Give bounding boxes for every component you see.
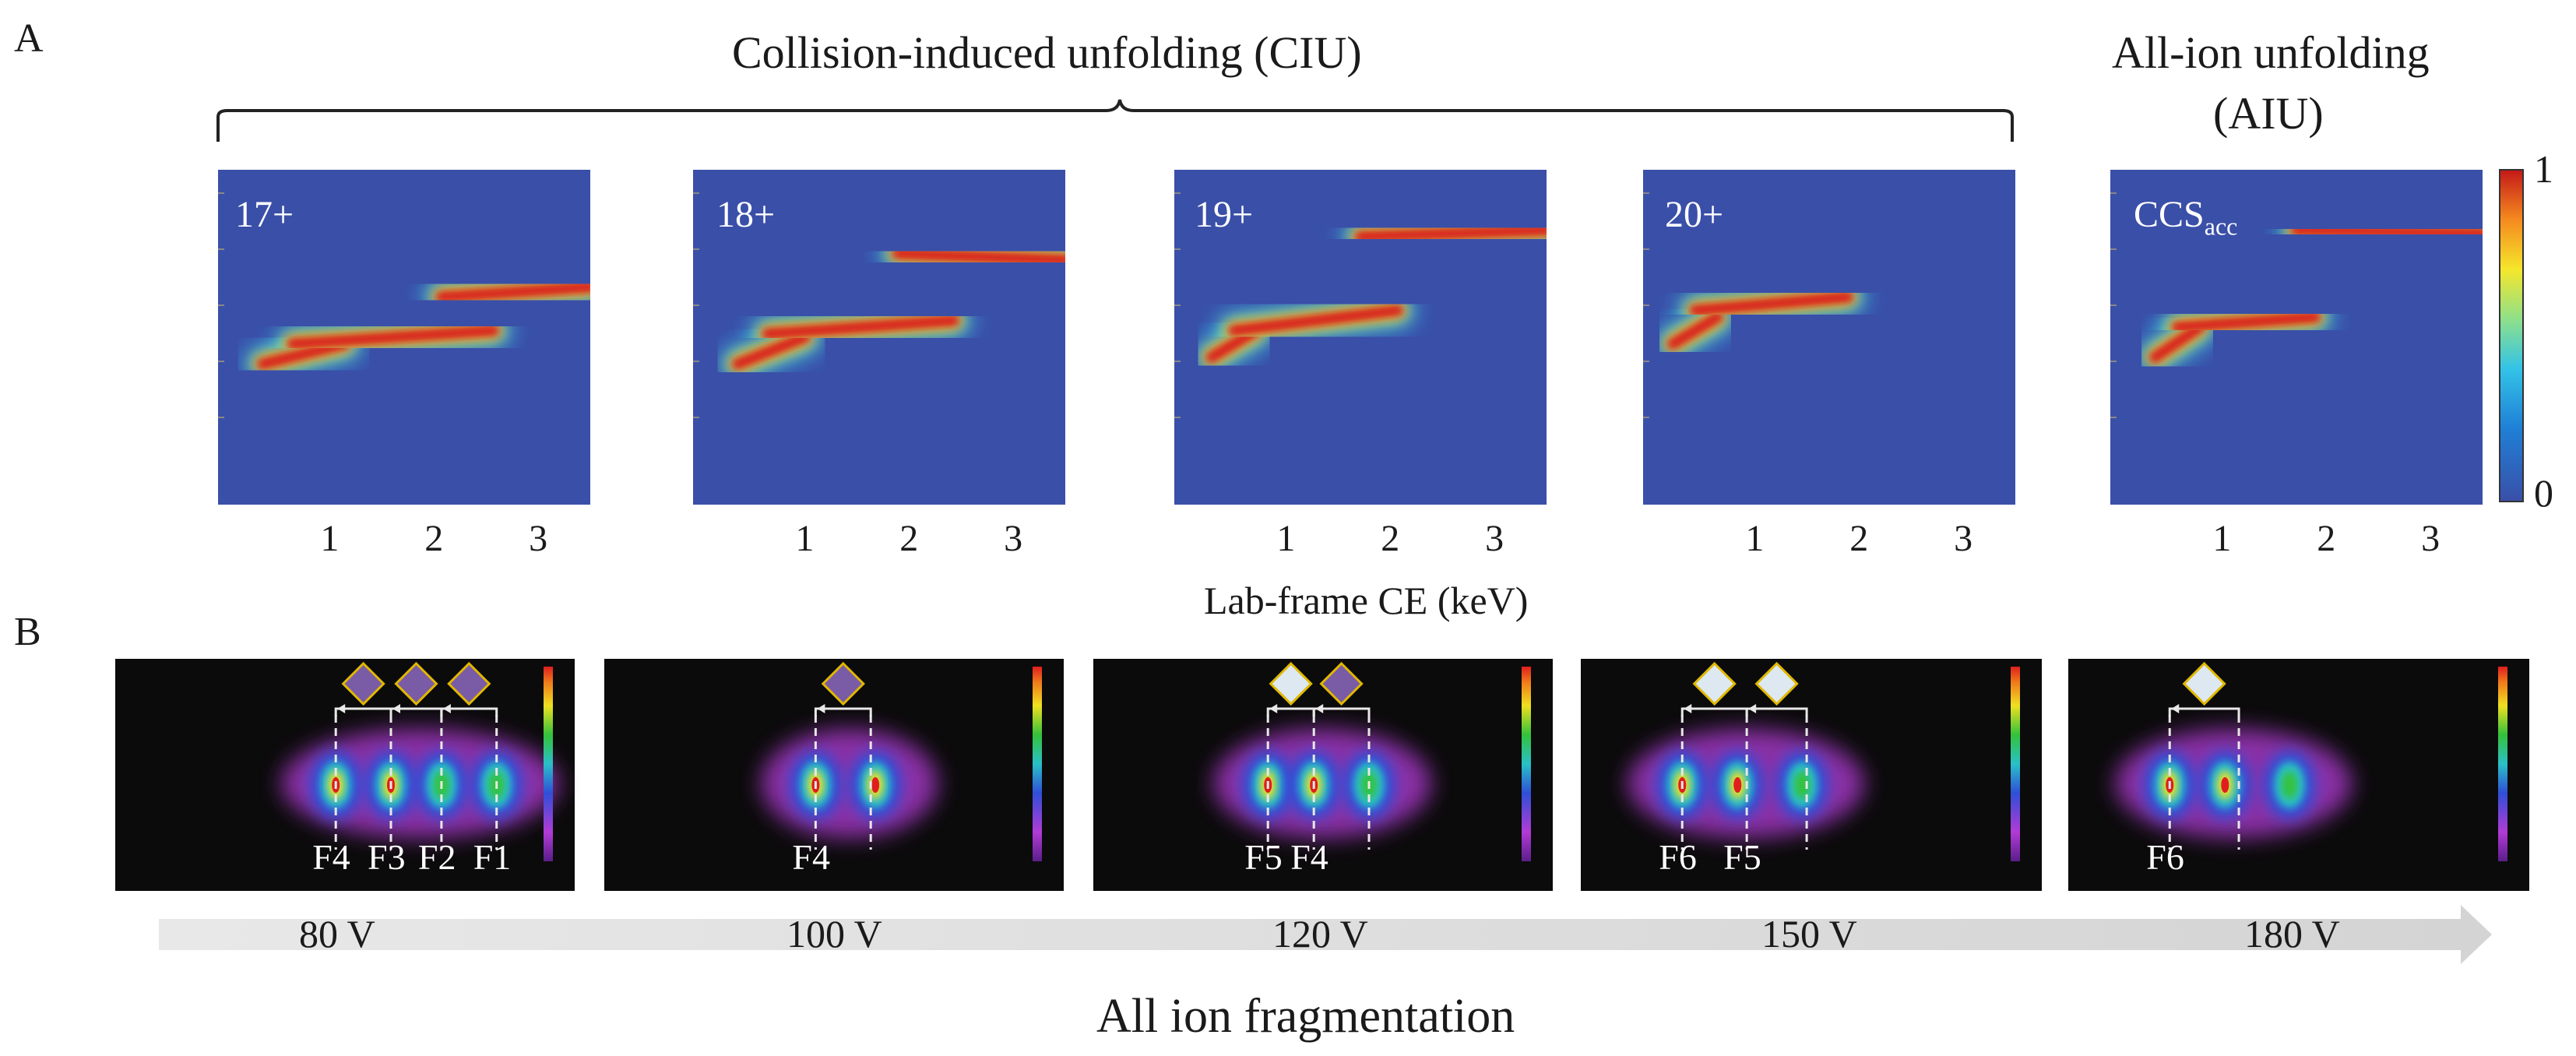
fragment-label: F4: [312, 837, 350, 877]
fragment-diamond: [341, 661, 385, 706]
spot-core: [2221, 777, 2229, 793]
colorbar-b: [1033, 667, 1042, 861]
fragment-diamond: [1692, 661, 1737, 706]
ciu-bracket: [216, 99, 2014, 142]
tick-label: 3: [529, 518, 548, 559]
ccs-label-sub: acc: [2204, 212, 2238, 241]
spot-core: [871, 777, 880, 793]
fragment-label: F5: [1244, 837, 1283, 877]
tick-label: 1: [320, 518, 340, 559]
ciu-title: Collision-induced unfolding (CIU): [732, 27, 1362, 78]
tick-label: 1: [2212, 518, 2232, 559]
fragment-diamond: [1269, 661, 1313, 706]
voltage-label-120: 120 V: [1272, 912, 1368, 956]
colorbar-b: [544, 667, 553, 861]
ccs-label-main: CCS: [2134, 194, 2205, 235]
aiu-title-line1: All-ion unfolding: [2112, 27, 2430, 78]
colorbar-b: [2498, 667, 2507, 861]
unfolding-band: [286, 324, 500, 350]
tick-label: 2: [424, 518, 444, 559]
fragment-label: F6: [1659, 837, 1697, 877]
voltage-arrow: [159, 905, 2492, 964]
fragmentation-panel-180 V: [2068, 659, 2529, 891]
tick-label: 2: [2317, 518, 2336, 559]
plot-label-20: 20+: [1665, 194, 1724, 235]
colorbar-min-label: 0: [2534, 471, 2553, 515]
tick-label: 3: [2421, 518, 2441, 559]
fragment-label: F4: [792, 837, 830, 877]
colorbar-a: [2499, 169, 2524, 502]
unfolding-band: [761, 314, 960, 340]
spot-core: [1733, 777, 1742, 793]
aiu-title-line2: (AIU): [2213, 88, 2324, 139]
panel-b-letter: B: [14, 610, 41, 654]
plot-label-19: 19+: [1195, 194, 1254, 235]
tick-label: 3: [1004, 518, 1023, 559]
unfolding-band: [891, 247, 1065, 267]
fragment-label: F5: [1723, 837, 1761, 877]
unfolding-band: [435, 280, 590, 304]
colorbar-max-label: 1: [2534, 147, 2553, 191]
panel-a-letter: A: [14, 16, 44, 61]
voltage-label-150: 150 V: [1761, 912, 1857, 956]
fragment-diamond: [394, 661, 438, 706]
fragment-label: F3: [368, 837, 406, 877]
tick-label: 2: [899, 518, 919, 559]
fragment-label: F6: [2146, 837, 2184, 877]
heatmap-1: [218, 170, 590, 505]
heatmap-4: [1643, 170, 2015, 505]
bottom-title: All ion fragmentation: [1096, 990, 1515, 1043]
unfolding-band: [1688, 290, 1854, 317]
x-axis-label: Lab-frame CE (keV): [1204, 579, 1529, 622]
heatmap-5: [2110, 170, 2483, 505]
tick-label: 1: [1745, 518, 1765, 559]
voltage-label-80: 80 V: [299, 912, 375, 956]
heatmap-3: [1174, 170, 1547, 505]
fragment-diamond: [2182, 661, 2226, 706]
tick-label: 3: [1954, 518, 1973, 559]
unfolding-band: [2171, 311, 2321, 334]
fragmentation-panels: [115, 659, 2529, 891]
tick-label: 3: [1485, 518, 1504, 559]
plot-label-17: 17+: [235, 194, 294, 235]
unfolding-band: [1227, 304, 1404, 337]
fragmentation-panel-100 V: [604, 659, 1064, 891]
fragment-diamond: [1319, 661, 1364, 706]
voltage-label-180: 180 V: [2244, 912, 2340, 956]
fragment-label: F4: [1290, 837, 1328, 877]
fragment-label: F2: [417, 837, 456, 877]
voltage-label-100: 100 V: [787, 912, 882, 956]
fragment-diamond: [821, 661, 865, 706]
unfolding-band: [2290, 224, 2483, 240]
ciu-heatmaps: [218, 170, 2483, 505]
fragment-diamond: [447, 661, 491, 706]
colorbar-b: [1522, 667, 1531, 861]
tick-label: 2: [1849, 518, 1869, 559]
plot-label-ccs: CCSacc: [2134, 193, 2237, 241]
fragmentation-panel-150 V: [1581, 659, 2042, 891]
plot-label-18: 18+: [716, 194, 776, 235]
colorbar-b: [2011, 667, 2020, 861]
tick-label: 1: [795, 518, 815, 559]
fragment-label: F1: [473, 837, 512, 877]
fragmentation-panel-120 V: [1093, 659, 1553, 891]
tick-label: 1: [1276, 518, 1296, 559]
tick-label: 2: [1381, 518, 1400, 559]
fragmentation-panel-80 V: [115, 659, 575, 891]
unfolding-band: [1354, 224, 1547, 243]
fragment-diamond: [1754, 661, 1799, 706]
heatmap-2: [693, 170, 1065, 505]
